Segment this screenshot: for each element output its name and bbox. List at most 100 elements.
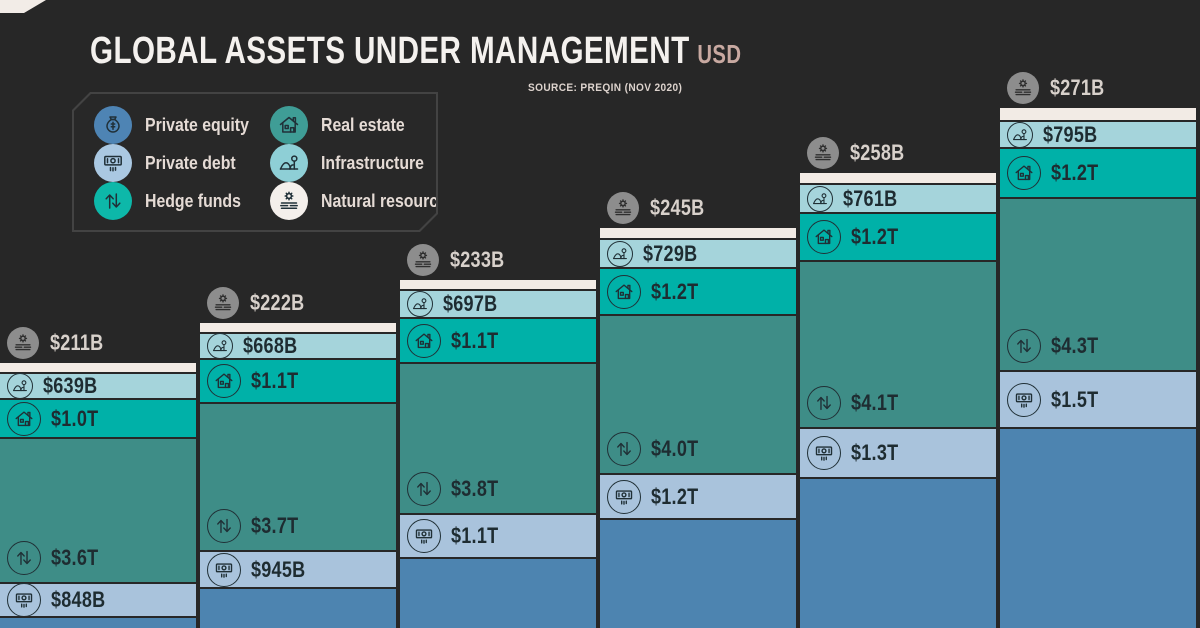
banknote-hand-icon (207, 552, 241, 587)
segment-label: $945B (207, 552, 394, 587)
segment-value: $4.1T (851, 390, 899, 415)
segment-real-estate: $1.0T (0, 398, 196, 437)
house-icon (270, 106, 308, 144)
house-icon (7, 401, 41, 436)
currency-tag: USD (697, 39, 742, 69)
segment-label: $1.1T (207, 364, 394, 398)
segment-value: $1.1T (451, 523, 499, 548)
segment-label: $4.0T (607, 432, 794, 466)
segment-hedge-funds: $4.3T (1000, 197, 1196, 370)
segment-label: $1.5T (1007, 382, 1194, 417)
gear-field-icon (1007, 72, 1039, 104)
segment-private-equity (0, 616, 196, 628)
segment-label: $1.2T (607, 274, 794, 309)
segment-label: $3.7T (207, 509, 394, 543)
page-title-text: GLOBAL ASSETS UNDER MANAGEMENT (90, 30, 690, 72)
segment-real-estate: $1.1T (400, 317, 596, 362)
legend-item-real-estate: Real estate (270, 106, 474, 144)
segment-natural-resources (0, 363, 196, 372)
segment-value: $668B (243, 333, 298, 358)
segment-private-debt: $1.3T (800, 427, 996, 477)
segment-value: $271B (1050, 75, 1105, 100)
gear-field-icon (207, 287, 239, 319)
segment-label: $4.3T (1007, 329, 1194, 363)
legend-label: Hedge funds (145, 190, 241, 211)
natural-resources-value-label: $271B (1007, 72, 1116, 104)
segment-infrastructure: $668B (200, 332, 396, 359)
bar-column-6: $271B $795B $1.2T $4.3T $1.5T (1000, 0, 1196, 628)
segment-private-equity (600, 518, 796, 628)
legend-item-private-debt: Private debt (94, 144, 270, 182)
segment-label: $1.3T (807, 436, 994, 470)
segment-value: $1.1T (451, 327, 499, 353)
segment-private-equity (800, 477, 996, 628)
arrows-up-down-icon (207, 509, 241, 543)
segment-infrastructure: $697B (400, 289, 596, 317)
segment-natural-resources (600, 228, 796, 238)
segment-private-debt: $1.2T (600, 473, 796, 518)
legend-label: Real estate (321, 114, 405, 135)
segment-value: $1.2T (851, 224, 899, 249)
natural-resources-value-label: $245B (607, 192, 716, 224)
banknote-hand-icon (94, 144, 132, 182)
segment-natural-resources (1000, 108, 1196, 120)
gear-field-icon (607, 192, 639, 224)
segment-label: $668B (207, 333, 394, 359)
segment-value: $3.7T (251, 513, 299, 538)
legend-item-hedge-funds: Hedge funds (94, 182, 270, 220)
segment-value: $4.3T (1051, 333, 1099, 358)
banknote-hand-icon (607, 479, 641, 514)
natural-resources-value-label: $222B (207, 287, 316, 319)
segment-hedge-funds: $4.1T (800, 260, 996, 427)
legend-grid: Private equity Private debt Hedge funds Rea… (74, 94, 436, 230)
segment-real-estate: $1.2T (600, 267, 796, 314)
segment-value: $1.5T (1051, 386, 1099, 412)
segment-real-estate: $1.2T (800, 212, 996, 260)
road-pin-icon (807, 185, 833, 212)
segment-private-equity (400, 557, 596, 628)
legend-item-natural-resources: Natural resources (270, 182, 474, 220)
segment-value: $945B (251, 556, 306, 582)
segment-value: $3.6T (51, 545, 99, 570)
road-pin-icon (1007, 121, 1033, 148)
segment-value: $1.2T (1051, 160, 1099, 185)
segment-label: $1.1T (407, 323, 594, 358)
segment-value: $848B (51, 587, 106, 612)
arrows-up-down-icon (1007, 329, 1041, 363)
segment-label: $1.1T (407, 519, 594, 553)
segment-natural-resources (800, 173, 996, 183)
bar-column-1: $211B $639B $1.0T $3.6T $848B (0, 0, 196, 628)
segment-value: $795B (1043, 121, 1098, 147)
banknote-hand-icon (807, 436, 841, 470)
legend-label: Natural resources (321, 190, 456, 211)
gear-field-icon (807, 137, 839, 169)
house-icon (807, 220, 841, 254)
gear-field-icon (7, 327, 39, 359)
money-bag-icon (94, 106, 132, 144)
segment-hedge-funds: $4.0T (600, 314, 796, 473)
house-icon (607, 274, 641, 309)
segment-hedge-funds: $3.6T (0, 437, 196, 582)
arrows-up-down-icon (94, 182, 132, 220)
segment-real-estate: $1.1T (200, 358, 396, 402)
natural-resources-value-label: $258B (807, 137, 916, 169)
legend: Private equity Private debt Hedge funds Rea… (72, 92, 438, 232)
legend-label: Private debt (145, 152, 236, 173)
legend-item-private-equity: Private equity (94, 106, 270, 144)
segment-natural-resources (400, 280, 596, 289)
gear-field-icon (270, 182, 308, 220)
bar-column-4: $245B $729B $1.2T $4.0T $1.2T (600, 0, 796, 628)
segment-hedge-funds: $3.7T (200, 402, 396, 550)
segment-label: $795B (1007, 121, 1194, 148)
arrows-up-down-icon (807, 386, 841, 420)
segment-private-equity (1000, 427, 1196, 628)
road-pin-icon (270, 144, 308, 182)
banknote-hand-icon (407, 519, 441, 553)
segment-private-debt: $848B (0, 582, 196, 617)
segment-value: $4.0T (651, 436, 699, 461)
segment-infrastructure: $761B (800, 183, 996, 212)
segment-real-estate: $1.2T (1000, 147, 1196, 197)
segment-label: $639B (7, 373, 194, 399)
arrows-up-down-icon (407, 472, 441, 506)
